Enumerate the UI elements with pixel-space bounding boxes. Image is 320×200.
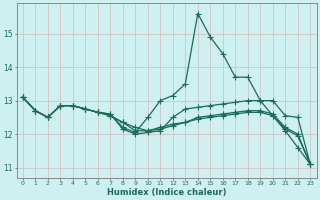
X-axis label: Humidex (Indice chaleur): Humidex (Indice chaleur) [107,188,226,197]
